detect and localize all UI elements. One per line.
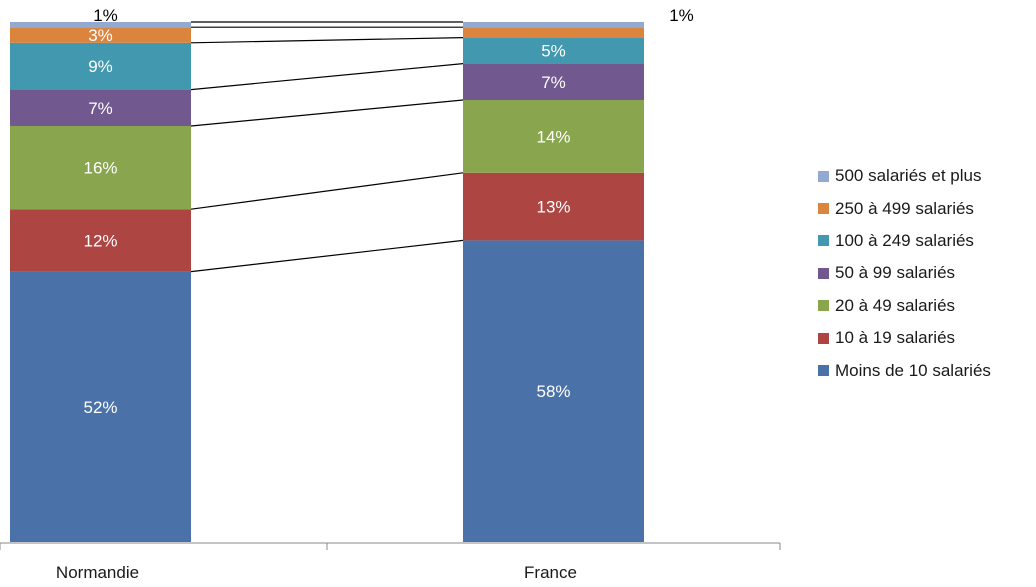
bar-segment-france-moins-de-10-salaries <box>463 240 644 542</box>
bar-segments <box>10 22 644 542</box>
data-label-normandie-250-a-499-salaries: 3% <box>88 26 113 45</box>
x-tick-label-normandie: Normandie <box>56 563 139 582</box>
data-label-france-250-a-499-salaries: 2% <box>669 23 694 42</box>
legend-item-50-a-99-salaries: 50 à 99 salariés <box>818 257 1036 289</box>
data-labels: 52%12%16%7%9%3%1%58%13%14%7%5%2%1% <box>83 6 693 417</box>
bar-segment-normandie-10-a-19-salaries <box>10 209 191 272</box>
x-tick-label-france: France <box>524 563 577 582</box>
data-label-normandie-100-a-249-salaries: 9% <box>88 57 113 76</box>
series-line-moins-de-10-salaries <box>190 239 464 273</box>
data-label-normandie-50-a-99-salaries: 7% <box>88 99 113 118</box>
data-label-france-moins-de-10-salaries: 58% <box>536 382 570 401</box>
data-label-france-50-a-99-salaries: 7% <box>541 73 566 92</box>
legend-label: Moins de 10 salariés <box>835 360 991 380</box>
series-line-10-a-19-salaries <box>190 172 464 210</box>
legend-label: 20 à 49 salariés <box>835 295 956 315</box>
legend-item-500-salaries-et-plus: 500 salariés et plus <box>818 160 1036 192</box>
category-axis: Normandie France <box>0 542 781 582</box>
bar-segment-france-250-a-499-salaries <box>463 27 644 38</box>
series-line-100-a-249-salaries <box>190 37 464 44</box>
legend-swatch <box>818 203 829 215</box>
data-label-normandie-500-salaries-et-plus: 1% <box>93 6 118 25</box>
bar-segment-normandie-100-a-249-salaries <box>10 42 191 90</box>
data-label-normandie-20-a-49-salaries: 16% <box>83 159 117 178</box>
data-label-france-20-a-49-salaries: 14% <box>536 127 570 146</box>
series-lines <box>190 21 464 273</box>
bar-segment-france-100-a-249-salaries <box>463 37 644 64</box>
data-label-normandie-10-a-19-salaries: 12% <box>83 231 117 250</box>
bar-segment-normandie-50-a-99-salaries <box>10 89 191 126</box>
legend-item-10-a-19-salaries: 10 à 19 salariés <box>818 322 1036 354</box>
legend-swatch <box>818 235 829 247</box>
data-label-france-100-a-249-salaries: 5% <box>541 42 566 61</box>
legend-swatch <box>818 300 829 312</box>
legend-swatch <box>818 332 829 344</box>
legend-swatch <box>818 365 829 377</box>
legend-item-moins-de-10-salaries: Moins de 10 salariés <box>818 354 1036 386</box>
bar-segment-normandie-500-salaries-et-plus <box>10 22 191 28</box>
data-label-normandie-moins-de-10-salaries: 52% <box>83 398 117 417</box>
series-line-50-a-99-salaries <box>190 63 464 91</box>
bar-segment-france-50-a-99-salaries <box>463 63 644 100</box>
chart-legend: 500 salariés et plus 250 à 499 salariés 10… <box>818 160 1036 387</box>
bar-segment-france-20-a-49-salaries <box>463 100 644 173</box>
legend-item-100-a-249-salaries: 100 à 249 salariés <box>818 225 1036 257</box>
legend-swatch <box>818 170 829 182</box>
legend-item-20-a-49-salaries: 20 à 49 salariés <box>818 290 1036 322</box>
legend-label: 250 à 499 salariés <box>835 198 974 218</box>
data-label-france-10-a-19-salaries: 13% <box>536 198 570 217</box>
legend-label: 500 salariés et plus <box>835 166 982 186</box>
bar-segment-france-10-a-19-salaries <box>463 172 644 241</box>
bar-segment-france-500-salaries-et-plus <box>463 22 644 28</box>
data-label-france-500-salaries-et-plus: 1% <box>669 6 694 25</box>
series-line-20-a-49-salaries <box>190 99 464 127</box>
bar-segment-normandie-20-a-49-salaries <box>10 126 191 210</box>
legend-label: 50 à 99 salariés <box>835 263 956 283</box>
bar-segment-normandie-250-a-499-salaries <box>10 27 191 43</box>
legend-swatch <box>818 267 829 279</box>
legend-label: 100 à 249 salariés <box>835 230 974 250</box>
legend-label: 10 à 19 salariés <box>835 328 956 348</box>
legend-item-250-a-499-salaries: 250 à 499 salariés <box>818 192 1036 224</box>
bar-segment-normandie-moins-de-10-salaries <box>10 271 191 542</box>
